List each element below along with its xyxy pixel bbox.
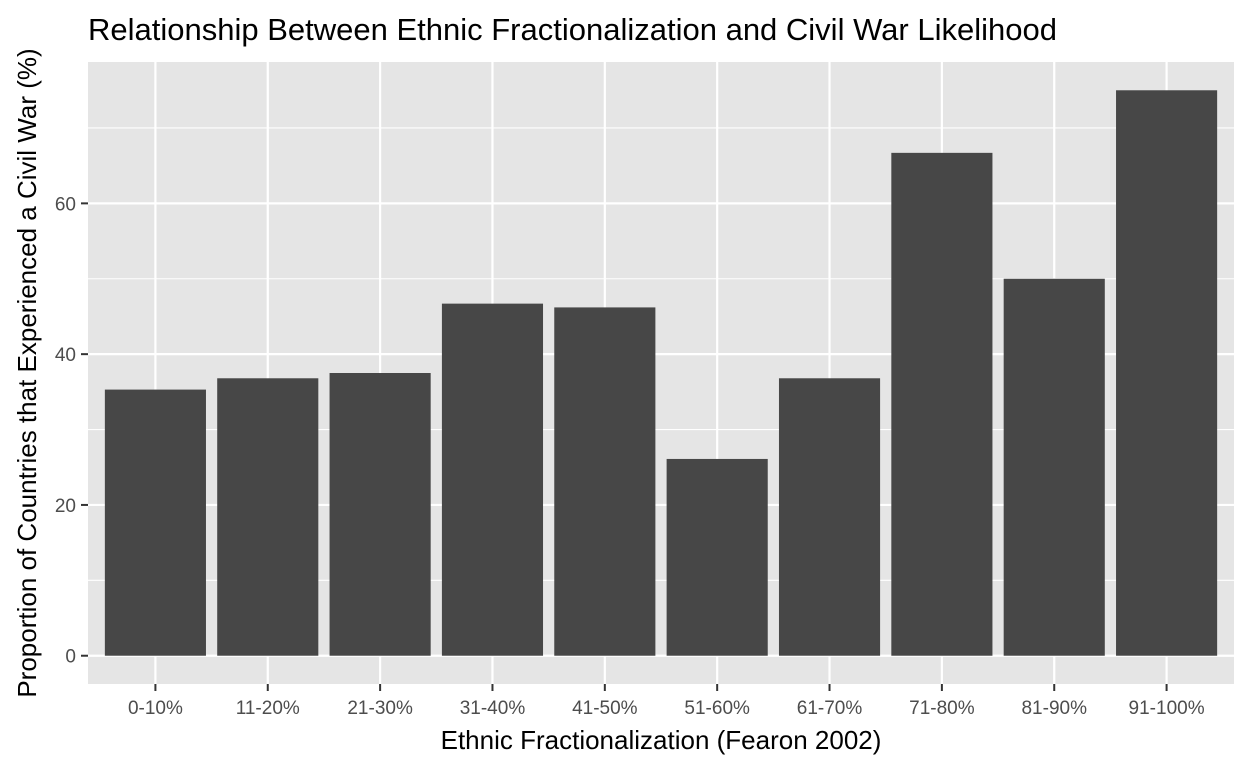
x-tick-label: 61-70%	[797, 698, 863, 719]
x-tick-label: 41-50%	[572, 698, 638, 719]
bar	[104, 389, 206, 656]
y-axis-title: Proportion of Countries that Experienced…	[12, 48, 42, 697]
bar	[1116, 90, 1218, 656]
bar	[217, 378, 319, 656]
y-tick-label: 0	[65, 647, 76, 668]
y-tick-label: 60	[55, 194, 76, 215]
y-tick-label: 40	[55, 345, 76, 366]
x-tick-label: 11-20%	[236, 698, 300, 719]
bar	[666, 458, 768, 656]
x-tick-label: 81-90%	[1021, 698, 1087, 719]
x-axis-title: Ethnic Fractionalization (Fearon 2002)	[441, 725, 882, 755]
bars	[104, 90, 1218, 656]
x-tick-label: 0-10%	[128, 698, 183, 719]
y-tick-label: 20	[55, 496, 76, 517]
x-tick-label: 71-80%	[909, 698, 975, 719]
x-tick-label: 91-100%	[1129, 698, 1205, 719]
chart-title: Relationship Between Ethnic Fractionaliz…	[88, 12, 1057, 47]
x-axis: 0-10% 11-20% 21-30% 31-40% 41-50% 51-60% 61-70…	[128, 684, 1205, 719]
bar	[554, 307, 656, 656]
x-tick-label: 31-40%	[460, 698, 526, 719]
x-tick-label: 21-30%	[347, 698, 413, 719]
x-tick-label: 51-60%	[684, 698, 750, 719]
bar	[441, 303, 544, 656]
bar	[891, 152, 993, 656]
bar	[778, 378, 881, 656]
bar	[1003, 278, 1105, 656]
y-axis: 0 20 40 60	[55, 194, 88, 668]
bar	[329, 373, 431, 656]
